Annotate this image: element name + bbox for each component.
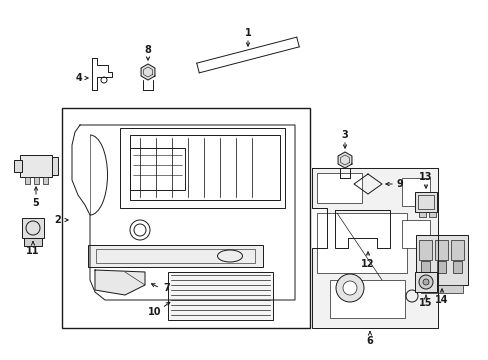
Bar — [130, 148, 184, 190]
Bar — [96, 249, 254, 263]
Bar — [428, 212, 435, 217]
Bar — [417, 195, 433, 209]
Text: 2: 2 — [55, 215, 61, 225]
Bar — [450, 240, 463, 260]
Text: 3: 3 — [341, 130, 347, 140]
Text: 11: 11 — [26, 246, 40, 256]
Text: 8: 8 — [144, 45, 151, 55]
Bar — [43, 177, 48, 184]
Bar — [168, 272, 272, 320]
Bar — [130, 135, 280, 200]
Bar — [415, 235, 467, 285]
Text: 14: 14 — [434, 295, 448, 305]
Polygon shape — [311, 168, 437, 328]
Bar — [436, 261, 445, 273]
Bar — [14, 160, 22, 172]
Bar — [62, 108, 309, 328]
Text: 4: 4 — [76, 73, 82, 83]
Bar — [316, 173, 361, 203]
Bar — [316, 213, 406, 273]
Bar — [420, 285, 462, 293]
Bar — [34, 177, 39, 184]
Text: 10: 10 — [148, 307, 162, 317]
Text: 7: 7 — [163, 283, 170, 293]
Bar — [52, 157, 58, 175]
Bar — [420, 261, 429, 273]
Bar — [434, 240, 447, 260]
Circle shape — [342, 281, 356, 295]
Bar — [414, 272, 436, 292]
Circle shape — [418, 275, 432, 289]
Bar — [120, 128, 285, 208]
Bar — [414, 192, 436, 212]
Bar — [25, 177, 30, 184]
Bar — [418, 240, 431, 260]
Bar — [401, 220, 429, 248]
Bar — [342, 218, 380, 236]
Polygon shape — [141, 64, 155, 80]
Text: 6: 6 — [366, 336, 373, 346]
Text: 12: 12 — [361, 259, 374, 269]
Text: 9: 9 — [396, 179, 403, 189]
Text: 15: 15 — [418, 298, 432, 308]
Circle shape — [335, 274, 363, 302]
Bar — [329, 280, 404, 318]
Text: 5: 5 — [33, 198, 40, 208]
Polygon shape — [334, 210, 389, 248]
Bar — [401, 178, 429, 206]
Bar — [20, 155, 52, 177]
Polygon shape — [337, 152, 351, 168]
Bar — [22, 218, 44, 238]
Bar — [24, 238, 42, 246]
Polygon shape — [353, 174, 381, 194]
Bar — [452, 261, 461, 273]
Bar — [88, 245, 263, 267]
Polygon shape — [95, 270, 145, 295]
Bar — [418, 212, 425, 217]
Circle shape — [422, 279, 428, 285]
Text: 1: 1 — [244, 28, 251, 38]
Text: 13: 13 — [418, 172, 432, 182]
